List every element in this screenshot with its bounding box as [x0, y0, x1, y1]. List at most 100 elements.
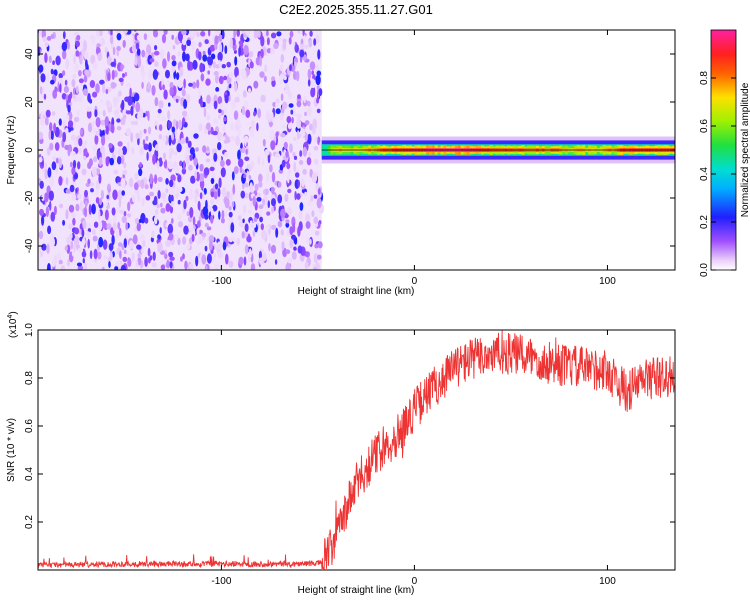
noise-blob	[90, 54, 96, 65]
noise-blob	[67, 120, 74, 128]
noise-blob	[156, 114, 161, 118]
noise-blob	[317, 188, 321, 195]
noise-blob	[44, 52, 48, 64]
noise-blob	[69, 161, 73, 168]
noise-blob	[259, 216, 263, 223]
noise-blob	[243, 45, 249, 55]
noise-blob	[142, 139, 146, 146]
noise-blob	[293, 155, 298, 160]
noise-blob	[129, 87, 132, 98]
noise-blob	[223, 134, 229, 145]
noise-blob	[63, 85, 69, 94]
noise-blob	[167, 161, 174, 170]
noise-blob	[58, 259, 63, 265]
noise-blob	[49, 175, 55, 187]
noise-blob	[160, 48, 165, 59]
noise-blob	[134, 30, 137, 33]
noise-blob	[223, 117, 227, 122]
noise-blob	[92, 61, 98, 70]
noise-blob	[161, 192, 167, 200]
noise-blob	[221, 210, 225, 220]
noise-blob	[151, 262, 157, 268]
noise-blob	[201, 232, 207, 237]
noise-blob	[115, 30, 121, 34]
noise-blob	[81, 237, 86, 246]
noise-blob	[228, 211, 233, 218]
noise-blob	[93, 156, 98, 163]
noise-blob	[102, 83, 106, 94]
noise-blob	[86, 109, 92, 119]
noise-blob	[181, 35, 187, 46]
noise-blob	[212, 61, 216, 69]
noise-blob	[141, 73, 145, 81]
noise-blob	[44, 116, 49, 126]
noise-blob	[177, 237, 181, 246]
noise-blob	[153, 50, 160, 56]
noise-blob	[52, 259, 56, 268]
noise-blob	[55, 55, 61, 66]
noise-blob	[201, 254, 207, 265]
noise-blob	[185, 136, 189, 144]
noise-blob	[166, 79, 170, 84]
noise-blob	[304, 120, 310, 126]
noise-blob	[271, 198, 276, 207]
noise-blob	[228, 71, 234, 79]
noise-blob	[77, 193, 82, 200]
noise-blob	[230, 222, 235, 233]
noise-blob	[38, 64, 44, 73]
noise-blob	[307, 152, 312, 157]
noise-blob	[97, 126, 100, 137]
noise-blob	[286, 162, 291, 170]
noise-blob	[253, 80, 259, 89]
colorbar-tick-label: 0.2	[699, 215, 710, 229]
noise-blob	[281, 159, 286, 168]
y-tick-label: -40	[24, 238, 35, 253]
noise-blob	[165, 69, 170, 79]
noise-blob	[71, 79, 76, 88]
noise-blob	[309, 123, 313, 131]
noise-blob	[134, 172, 139, 180]
noise-blob	[78, 78, 84, 84]
noise-blob	[307, 78, 311, 87]
noise-blob	[249, 61, 254, 69]
noise-blob	[122, 256, 128, 262]
noise-blob	[217, 96, 223, 105]
noise-blob	[122, 169, 128, 175]
noise-blob	[40, 117, 45, 126]
noise-blob	[106, 56, 112, 66]
noise-blob	[48, 190, 54, 201]
noise-blob	[249, 182, 253, 193]
noise-blob	[169, 261, 173, 269]
noise-blob	[136, 48, 141, 56]
noise-blob	[134, 120, 138, 126]
noise-blob	[270, 140, 276, 151]
noise-blob	[221, 186, 227, 198]
noise-blob	[131, 35, 134, 41]
noise-blob	[264, 224, 270, 231]
noise-blob	[47, 72, 50, 83]
noise-blob	[217, 250, 223, 259]
noise-blob	[151, 85, 156, 96]
noise-blob	[48, 129, 52, 141]
noise-blob	[194, 170, 197, 180]
noise-blob	[259, 71, 265, 78]
noise-blob	[273, 42, 279, 50]
noise-blob	[156, 160, 160, 169]
noise-blob	[157, 242, 163, 253]
noise-blob	[199, 192, 203, 200]
noise-blob	[316, 85, 320, 90]
noise-blob	[277, 220, 283, 228]
noise-blob	[110, 61, 116, 67]
noise-blob	[171, 34, 174, 40]
noise-blob	[214, 262, 219, 270]
noise-blob	[112, 82, 117, 88]
noise-blob	[296, 193, 301, 200]
noise-blob	[123, 238, 128, 249]
noise-blob	[116, 33, 122, 41]
noise-blob	[77, 265, 84, 270]
noise-blob	[135, 42, 140, 50]
noise-blob	[71, 248, 75, 257]
noise-blob	[188, 82, 193, 87]
noise-blob	[72, 119, 76, 129]
colorbar-tick-label: 0.8	[699, 71, 710, 85]
